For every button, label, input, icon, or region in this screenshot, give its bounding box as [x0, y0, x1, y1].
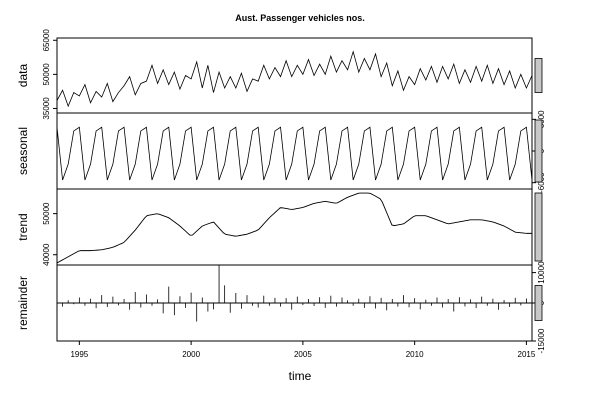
panel-remainder: -15000010000remainder — [16, 261, 546, 354]
xtick-label-2005: 2005 — [294, 350, 312, 359]
panel-seasonal: -600006000seasonal — [16, 110, 546, 193]
xtick-label-2015: 2015 — [518, 350, 536, 359]
xtick-label-2010: 2010 — [406, 350, 424, 359]
series-seasonal — [56, 126, 533, 181]
ytick-label-data-1: 50000 — [42, 63, 51, 86]
x-axis-label: time — [289, 369, 312, 383]
series-data — [56, 50, 533, 108]
ytick-label-remainder-2: 10000 — [537, 261, 546, 284]
panel-frame-data — [56, 37, 533, 114]
series-trend — [56, 192, 532, 264]
panel-label-data: data — [16, 63, 30, 87]
panel-label-remainder: remainder — [16, 276, 30, 330]
panels: 350005000065000data-600006000seasonal400… — [16, 29, 546, 354]
panel-data: 35000 50000 65000 data — [16, 29, 543, 120]
panel-trend: 40000 50000 trend — [16, 188, 543, 266]
ytick-label-remainder-0: -15000 — [537, 328, 546, 353]
panel-frame-seasonal — [56, 112, 533, 190]
x-axis: 1995 2000 2005 2010 2015 — [70, 341, 536, 359]
panel-label-trend: trend — [16, 213, 30, 240]
ytick-label-seasonal-2: 6000 — [537, 110, 546, 128]
xtick-label-1995: 1995 — [70, 350, 88, 359]
scale-bar-trend — [534, 192, 543, 262]
chart-title: Aust. Passenger vehicles nos. — [235, 13, 365, 23]
scale-bar-remainder — [534, 285, 543, 321]
panel-label-seasonal: seasonal — [16, 127, 30, 175]
ytick-label-data-2: 65000 — [42, 29, 51, 52]
ytick-label-data-0: 35000 — [42, 97, 51, 120]
xtick-label-2000: 2000 — [182, 350, 200, 359]
scale-bar-data — [534, 58, 543, 93]
ytick-label-trend-1: 50000 — [42, 202, 51, 225]
panel-frame-trend — [56, 188, 533, 266]
scale-bar-seasonal — [534, 119, 543, 183]
ytick-label-trend-0: 40000 — [42, 243, 51, 266]
